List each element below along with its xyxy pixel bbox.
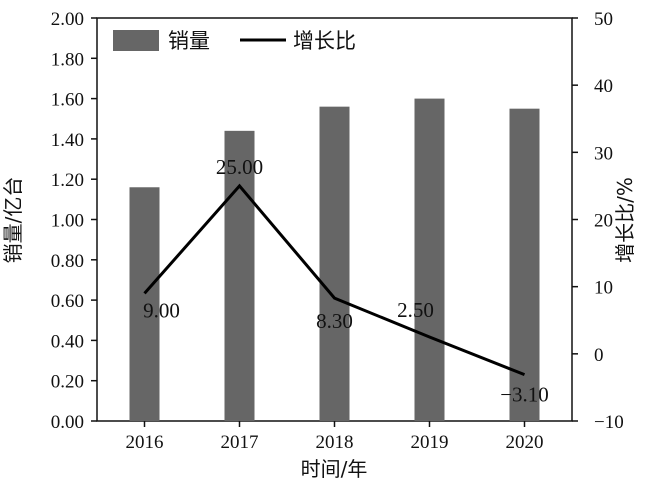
x-tick-label: 2019: [411, 432, 449, 453]
growth-line: [143, 183, 526, 377]
y-right-tick-label: 30: [594, 143, 613, 164]
bar-2016: [129, 187, 160, 421]
y-left-tick-label: 1.60: [51, 90, 84, 111]
y-left-tick-label: 1.00: [51, 211, 84, 232]
bar-series: [129, 98, 540, 422]
y-left-tick-label: 0.00: [51, 412, 84, 433]
x-tick-label: 2017: [221, 432, 259, 453]
legend-bar-label: 销量: [168, 29, 210, 53]
bar-2019: [414, 98, 445, 421]
y-left-tick-label: 0.60: [51, 291, 84, 312]
x-tick-label: 2020: [506, 432, 544, 453]
legend-bar-swatch: [113, 30, 159, 51]
y-axis-right-title: 增长比/%: [613, 177, 637, 263]
y-right-tick-label: 10: [594, 278, 613, 299]
line-data-label-2016: 9.00: [143, 298, 180, 322]
bar-2020: [509, 108, 540, 422]
legend-line-label: 增长比: [293, 29, 356, 53]
y-left-tick-label: 1.80: [51, 49, 84, 70]
bar-2017: [224, 130, 255, 421]
y-left-tick-label: 0.40: [51, 331, 84, 352]
x-axis-ticks: 2016 2017 2018 2019 2020: [126, 421, 544, 453]
y-left-tick-label: 0.80: [51, 251, 84, 272]
y-axis-left-ticks: 0.00 0.20 0.40 0.60 0.80 1.00 1.20 1.40 1.60 1.80…: [51, 9, 97, 433]
line-data-label-2020: −3.10: [500, 383, 549, 407]
y-axis-left-title: 销量/亿台: [1, 177, 25, 264]
y-right-tick-label: −10: [594, 412, 624, 433]
y-axis-right-ticks: −10 0 10 20 30 40 50: [572, 9, 624, 433]
y-left-tick-label: 1.40: [51, 130, 84, 151]
y-left-tick-label: 0.20: [51, 372, 84, 393]
legend: 销量 增长比: [113, 29, 356, 53]
y-right-tick-label: 50: [594, 9, 613, 30]
line-series: 9.00 25.00 8.30 2.50 −3.10: [143, 155, 549, 407]
line-data-label-2018: 8.30: [316, 309, 353, 333]
line-data-label-2019: 2.50: [397, 298, 434, 322]
bar-2018: [319, 106, 350, 421]
line-data-label-2017: 25.00: [216, 155, 263, 179]
x-tick-label: 2016: [126, 432, 164, 453]
y-right-tick-label: 0: [594, 345, 604, 366]
y-right-tick-label: 40: [594, 76, 613, 97]
y-right-tick-label: 20: [594, 211, 613, 232]
y-left-tick-label: 1.20: [51, 170, 84, 191]
y-left-tick-label: 2.00: [51, 9, 84, 30]
x-axis-title: 时间/年: [301, 457, 368, 481]
x-tick-label: 2018: [316, 432, 354, 453]
